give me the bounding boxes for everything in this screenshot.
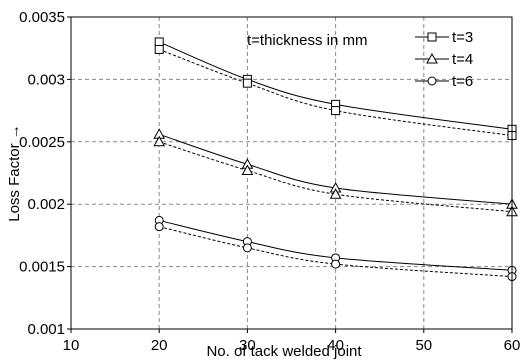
series-line bbox=[159, 41, 513, 130]
x-tick-label: 40 bbox=[327, 337, 344, 354]
axis-ticks: 0.001 0.0015 0.002 0.0025 0.003 0.0035 10 20 30 4… bbox=[19, 9, 520, 354]
legend-label: t=3 bbox=[452, 29, 473, 46]
data-point bbox=[154, 222, 164, 232]
data-point bbox=[331, 259, 341, 269]
data-point bbox=[154, 37, 164, 47]
series-line bbox=[159, 219, 513, 271]
legend: t=3 t=4 t=6 bbox=[415, 29, 473, 90]
series-3 bbox=[153, 135, 518, 217]
x-tick-label: 60 bbox=[504, 337, 521, 354]
data-point bbox=[242, 243, 252, 253]
series-line bbox=[159, 133, 513, 205]
y-tick-label: 0.003 bbox=[27, 71, 65, 88]
x-axis-title: No. of tack welded joint bbox=[206, 343, 362, 360]
y-tick-label: 0.001 bbox=[27, 321, 65, 338]
thickness-annotation: t=thickness in mm bbox=[247, 32, 367, 49]
x-tick-label: 30 bbox=[239, 337, 256, 354]
plot-area-frame bbox=[70, 16, 513, 330]
x-tick-label: 10 bbox=[63, 337, 80, 354]
data-point bbox=[153, 135, 166, 147]
legend-marker bbox=[426, 52, 438, 64]
data-point bbox=[331, 106, 341, 116]
data-point bbox=[242, 78, 252, 88]
grid-lines bbox=[71, 17, 512, 329]
data-point bbox=[154, 44, 164, 54]
x-tick-label: 50 bbox=[415, 337, 432, 354]
data-point bbox=[329, 188, 342, 199]
y-axis-title: Loss Factor → bbox=[6, 124, 23, 222]
data-point bbox=[241, 164, 254, 176]
series-2 bbox=[153, 128, 518, 209]
y-tick-label: 0.0015 bbox=[19, 259, 65, 276]
x-tick-label: 20 bbox=[151, 337, 168, 354]
legend-label: t=6 bbox=[452, 73, 473, 90]
series-line bbox=[159, 141, 513, 213]
series-line bbox=[159, 48, 513, 137]
y-tick-label: 0.002 bbox=[27, 196, 65, 213]
legend-marker bbox=[427, 32, 437, 42]
legend-marker bbox=[427, 76, 437, 86]
series-layer bbox=[153, 37, 518, 282]
legend-label: t=4 bbox=[452, 51, 473, 68]
y-tick-label: 0.0035 bbox=[19, 9, 65, 26]
y-tick-label: 0.0025 bbox=[19, 134, 65, 151]
series-line bbox=[159, 226, 513, 278]
